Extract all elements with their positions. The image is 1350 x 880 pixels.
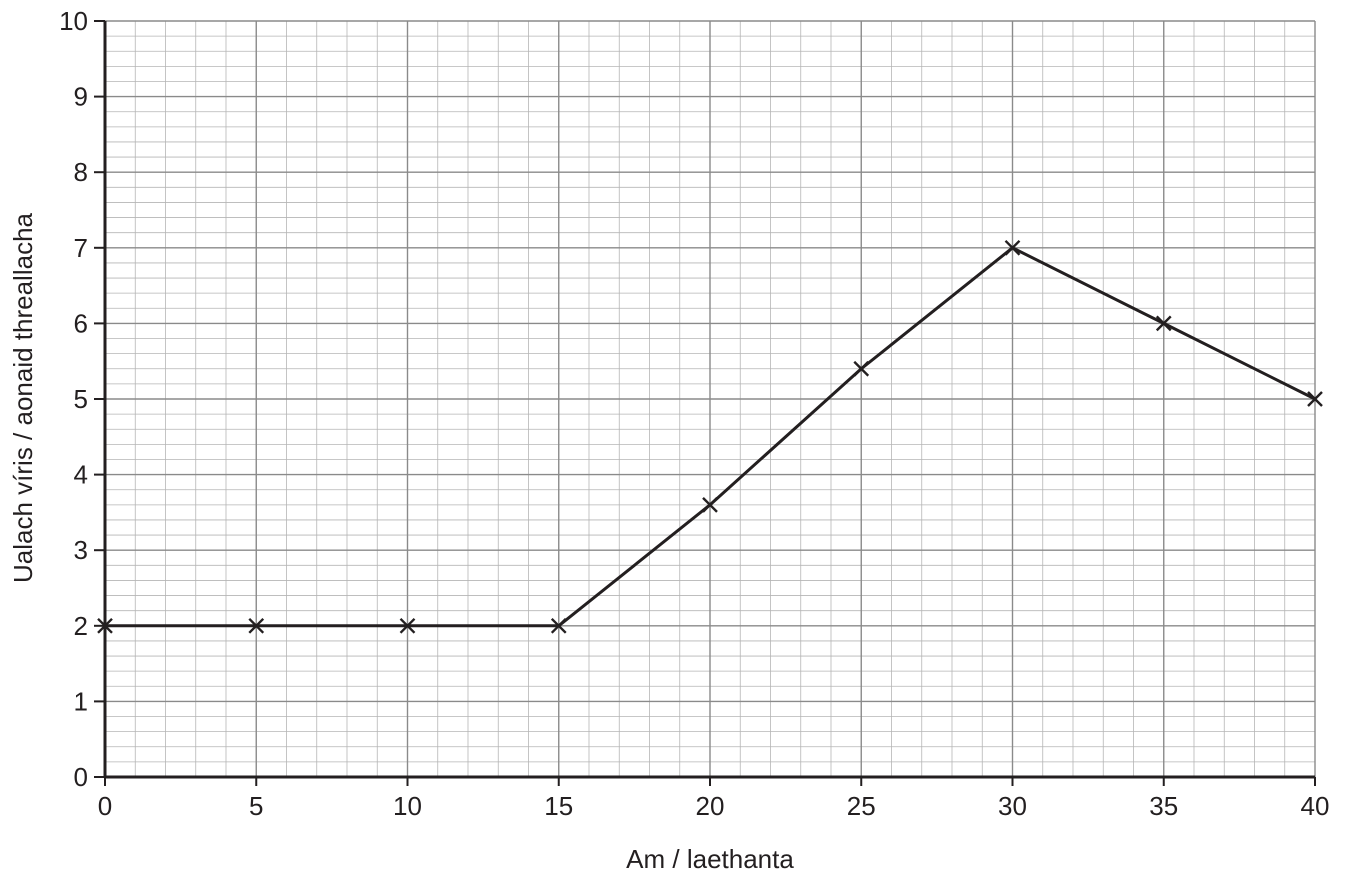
x-tick-label: 15 (544, 791, 573, 821)
x-tick-label: 35 (1149, 791, 1178, 821)
x-tick-label: 0 (98, 791, 112, 821)
x-tick-label: 10 (393, 791, 422, 821)
data-point (97, 617, 113, 634)
data-point-cross-stroke (853, 360, 870, 377)
y-tick-label: 9 (74, 82, 88, 112)
data-point (248, 617, 265, 634)
data-point-cross-stroke (399, 617, 416, 634)
data-point (853, 360, 870, 377)
data-point (702, 496, 718, 513)
x-tick-label: 5 (249, 791, 263, 821)
y-tick-label: 0 (74, 762, 88, 792)
data-point (399, 617, 416, 634)
data-point-cross-stroke (1307, 391, 1323, 407)
data-point-cross-stroke (1004, 239, 1021, 256)
data-point-cross-stroke (248, 617, 265, 634)
y-tick-label: 5 (74, 384, 88, 414)
series-layer (97, 239, 1323, 634)
y-axis-ticks: 0 1 2 3 4 5 6 7 8 9 10 (59, 6, 105, 792)
y-tick-label: 10 (59, 6, 88, 36)
y-tick-label: 1 (74, 686, 88, 716)
y-tick-label: 7 (74, 233, 88, 263)
x-tick-label: 20 (696, 791, 725, 821)
y-tick-label: 2 (74, 611, 88, 641)
data-point (550, 617, 567, 634)
y-tick-label: 6 (74, 308, 88, 338)
y-tick-label: 3 (74, 535, 88, 565)
x-tick-label: 30 (998, 791, 1027, 821)
data-point (1004, 239, 1021, 256)
y-tick-label: 8 (74, 157, 88, 187)
x-tick-label: 25 (847, 791, 876, 821)
y-axis-title: Ualach víris / aonaid threallacha (8, 212, 38, 583)
x-axis-ticks: 0 5 10 15 20 25 30 35 40 (98, 777, 1330, 821)
x-axis-title: Am / laethanta (626, 844, 794, 874)
data-point-cross-stroke (702, 496, 718, 513)
y-tick-label: 4 (74, 460, 88, 490)
x-tick-label: 40 (1301, 791, 1330, 821)
data-point-cross-stroke (1155, 315, 1172, 332)
data-point (1155, 315, 1172, 332)
data-point-cross-stroke (97, 617, 113, 634)
data-point-cross-stroke (550, 617, 567, 634)
data-point (1307, 391, 1323, 407)
